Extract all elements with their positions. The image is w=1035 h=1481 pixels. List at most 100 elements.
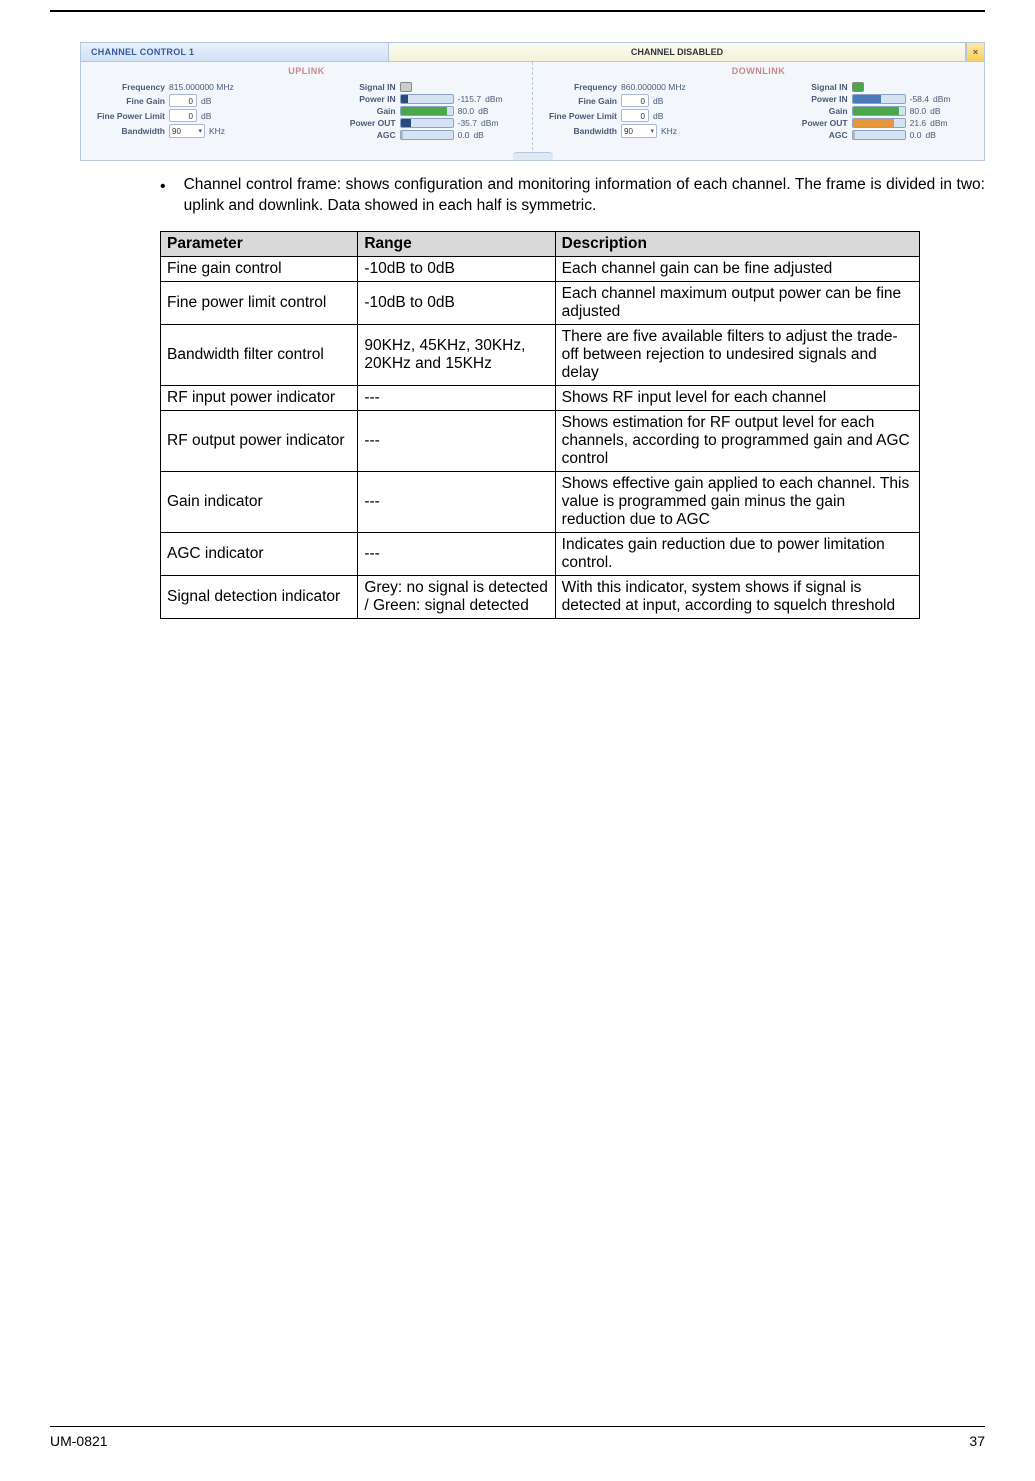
- dl-finegain-input[interactable]: 0: [621, 94, 649, 107]
- page-footer: UM-0821 37: [50, 1426, 985, 1449]
- table-row: Fine gain control-10dB to 0dBEach channe…: [161, 256, 920, 281]
- table-cell: Grey: no signal is detected / Green: sig…: [358, 575, 555, 618]
- table-cell: ---: [358, 471, 555, 532]
- panel-close-button[interactable]: ×: [966, 43, 984, 61]
- dl-agc-label: AGC: [800, 130, 848, 140]
- dl-gain-unit: dB: [930, 106, 940, 116]
- table-header-row: Parameter Range Description: [161, 231, 920, 256]
- table-cell: Signal detection indicator: [161, 575, 358, 618]
- table-cell: AGC indicator: [161, 532, 358, 575]
- ul-gain-unit: dB: [478, 106, 488, 116]
- ul-bandwidth-label: Bandwidth: [87, 126, 165, 136]
- table-row: Fine power limit control-10dB to 0dBEach…: [161, 281, 920, 324]
- chevron-down-icon: ▾: [198, 125, 202, 138]
- table-cell: Shows effective gain applied to each cha…: [555, 471, 919, 532]
- table-cell: Each channel gain can be fine adjusted: [555, 256, 919, 281]
- ul-frequency-label: Frequency: [87, 82, 165, 92]
- dl-bandwidth-select[interactable]: 90▾: [621, 124, 657, 138]
- uplink-title: UPLINK: [87, 64, 526, 82]
- table-cell: -10dB to 0dB: [358, 256, 555, 281]
- dl-signalin-label: Signal IN: [800, 82, 848, 92]
- footer-page-number: 37: [969, 1433, 985, 1449]
- dl-powerout-label: Power OUT: [800, 118, 848, 128]
- ul-finepower-input[interactable]: 0: [169, 109, 197, 122]
- table-row: Gain indicator---Shows effective gain ap…: [161, 471, 920, 532]
- panel-title-right: CHANNEL DISABLED: [388, 43, 966, 61]
- ul-bandwidth-select[interactable]: 90▾: [169, 124, 205, 138]
- dl-finegain-unit: dB: [653, 96, 663, 106]
- table-cell: ---: [358, 410, 555, 471]
- table-cell: Indicates gain reduction due to power li…: [555, 532, 919, 575]
- ul-powerout-value: -35.7: [458, 118, 477, 128]
- table-cell: Shows estimation for RF output level for…: [555, 410, 919, 471]
- ul-finegain-label: Fine Gain: [87, 96, 165, 106]
- ul-powerin-value: -115.7: [458, 94, 481, 104]
- dl-frequency-value: 860.000000 MHz: [621, 82, 686, 92]
- table-cell: RF input power indicator: [161, 385, 358, 410]
- table-cell: Gain indicator: [161, 471, 358, 532]
- table-cell: 90KHz, 45KHz, 30KHz, 20KHz and 15KHz: [358, 324, 555, 385]
- ul-gain-label: Gain: [348, 106, 396, 116]
- resize-grip-icon[interactable]: [513, 152, 553, 160]
- table-row: RF input power indicator---Shows RF inpu…: [161, 385, 920, 410]
- bullet-item: • Channel control frame: shows configura…: [160, 175, 985, 217]
- table-cell: There are five available filters to adju…: [555, 324, 919, 385]
- dl-powerin-value: -58.4: [910, 94, 929, 104]
- dl-powerout-bar: [852, 118, 906, 128]
- ul-finegain-input[interactable]: 0: [169, 94, 197, 107]
- table-row: AGC indicator---Indicates gain reduction…: [161, 532, 920, 575]
- dl-powerout-value: 21.6: [910, 118, 927, 128]
- ul-gain-value: 80.0: [458, 106, 475, 116]
- panel-title-left: CHANNEL CONTROL 1: [81, 43, 388, 61]
- ul-signalin-label: Signal IN: [348, 82, 396, 92]
- th-description: Description: [555, 231, 919, 256]
- dl-powerin-label: Power IN: [800, 94, 848, 104]
- table-cell: Fine gain control: [161, 256, 358, 281]
- dl-finegain-label: Fine Gain: [539, 96, 617, 106]
- dl-finepower-input[interactable]: 0: [621, 109, 649, 122]
- dl-gain-label: Gain: [800, 106, 848, 116]
- dl-bandwidth-label: Bandwidth: [539, 126, 617, 136]
- table-cell: With this indicator, system shows if sig…: [555, 575, 919, 618]
- bullet-icon: •: [160, 175, 166, 217]
- table-cell: ---: [358, 532, 555, 575]
- downlink-title: DOWNLINK: [539, 64, 978, 82]
- ul-signalin-led: [400, 82, 412, 92]
- table-row: Signal detection indicatorGrey: no signa…: [161, 575, 920, 618]
- ul-finepower-unit: dB: [201, 111, 211, 121]
- dl-powerin-bar: [852, 94, 906, 104]
- table-cell: RF output power indicator: [161, 410, 358, 471]
- table-cell: ---: [358, 385, 555, 410]
- dl-finepower-unit: dB: [653, 111, 663, 121]
- chevron-down-icon: ▾: [650, 125, 654, 138]
- dl-agc-unit: dB: [925, 130, 935, 140]
- dl-finepower-label: Fine Power Limit: [539, 111, 617, 121]
- parameters-table: Parameter Range Description Fine gain co…: [160, 231, 920, 619]
- ul-finepower-label: Fine Power Limit: [87, 111, 165, 121]
- ul-frequency-value: 815.000000 MHz: [169, 82, 234, 92]
- uplink-half: UPLINK Frequency 815.000000 MHz Fine Gai…: [81, 62, 532, 160]
- ul-powerout-unit: dBm: [481, 118, 498, 128]
- dl-powerout-unit: dBm: [930, 118, 947, 128]
- dl-agc-bar: [852, 130, 906, 140]
- table-cell: Each channel maximum output power can be…: [555, 281, 919, 324]
- ul-gain-bar: [400, 106, 454, 116]
- bullet-text: Channel control frame: shows configurati…: [184, 175, 985, 217]
- dl-bandwidth-unit: KHz: [661, 126, 677, 136]
- ul-agc-value: 0.0: [458, 130, 470, 140]
- dl-powerin-unit: dBm: [933, 94, 950, 104]
- ul-powerout-bar: [400, 118, 454, 128]
- th-parameter: Parameter: [161, 231, 358, 256]
- ul-agc-bar: [400, 130, 454, 140]
- ul-powerin-unit: dBm: [485, 94, 502, 104]
- close-icon: ×: [973, 47, 978, 57]
- top-rule: [50, 10, 985, 12]
- table-cell: Fine power limit control: [161, 281, 358, 324]
- table-row: Bandwidth filter control90KHz, 45KHz, 30…: [161, 324, 920, 385]
- ul-agc-unit: dB: [473, 130, 483, 140]
- downlink-half: DOWNLINK Frequency 860.000000 MHz Fine G…: [532, 62, 984, 160]
- dl-frequency-label: Frequency: [539, 82, 617, 92]
- table-cell: -10dB to 0dB: [358, 281, 555, 324]
- table-row: RF output power indicator---Shows estima…: [161, 410, 920, 471]
- footer-doc-id: UM-0821: [50, 1433, 108, 1449]
